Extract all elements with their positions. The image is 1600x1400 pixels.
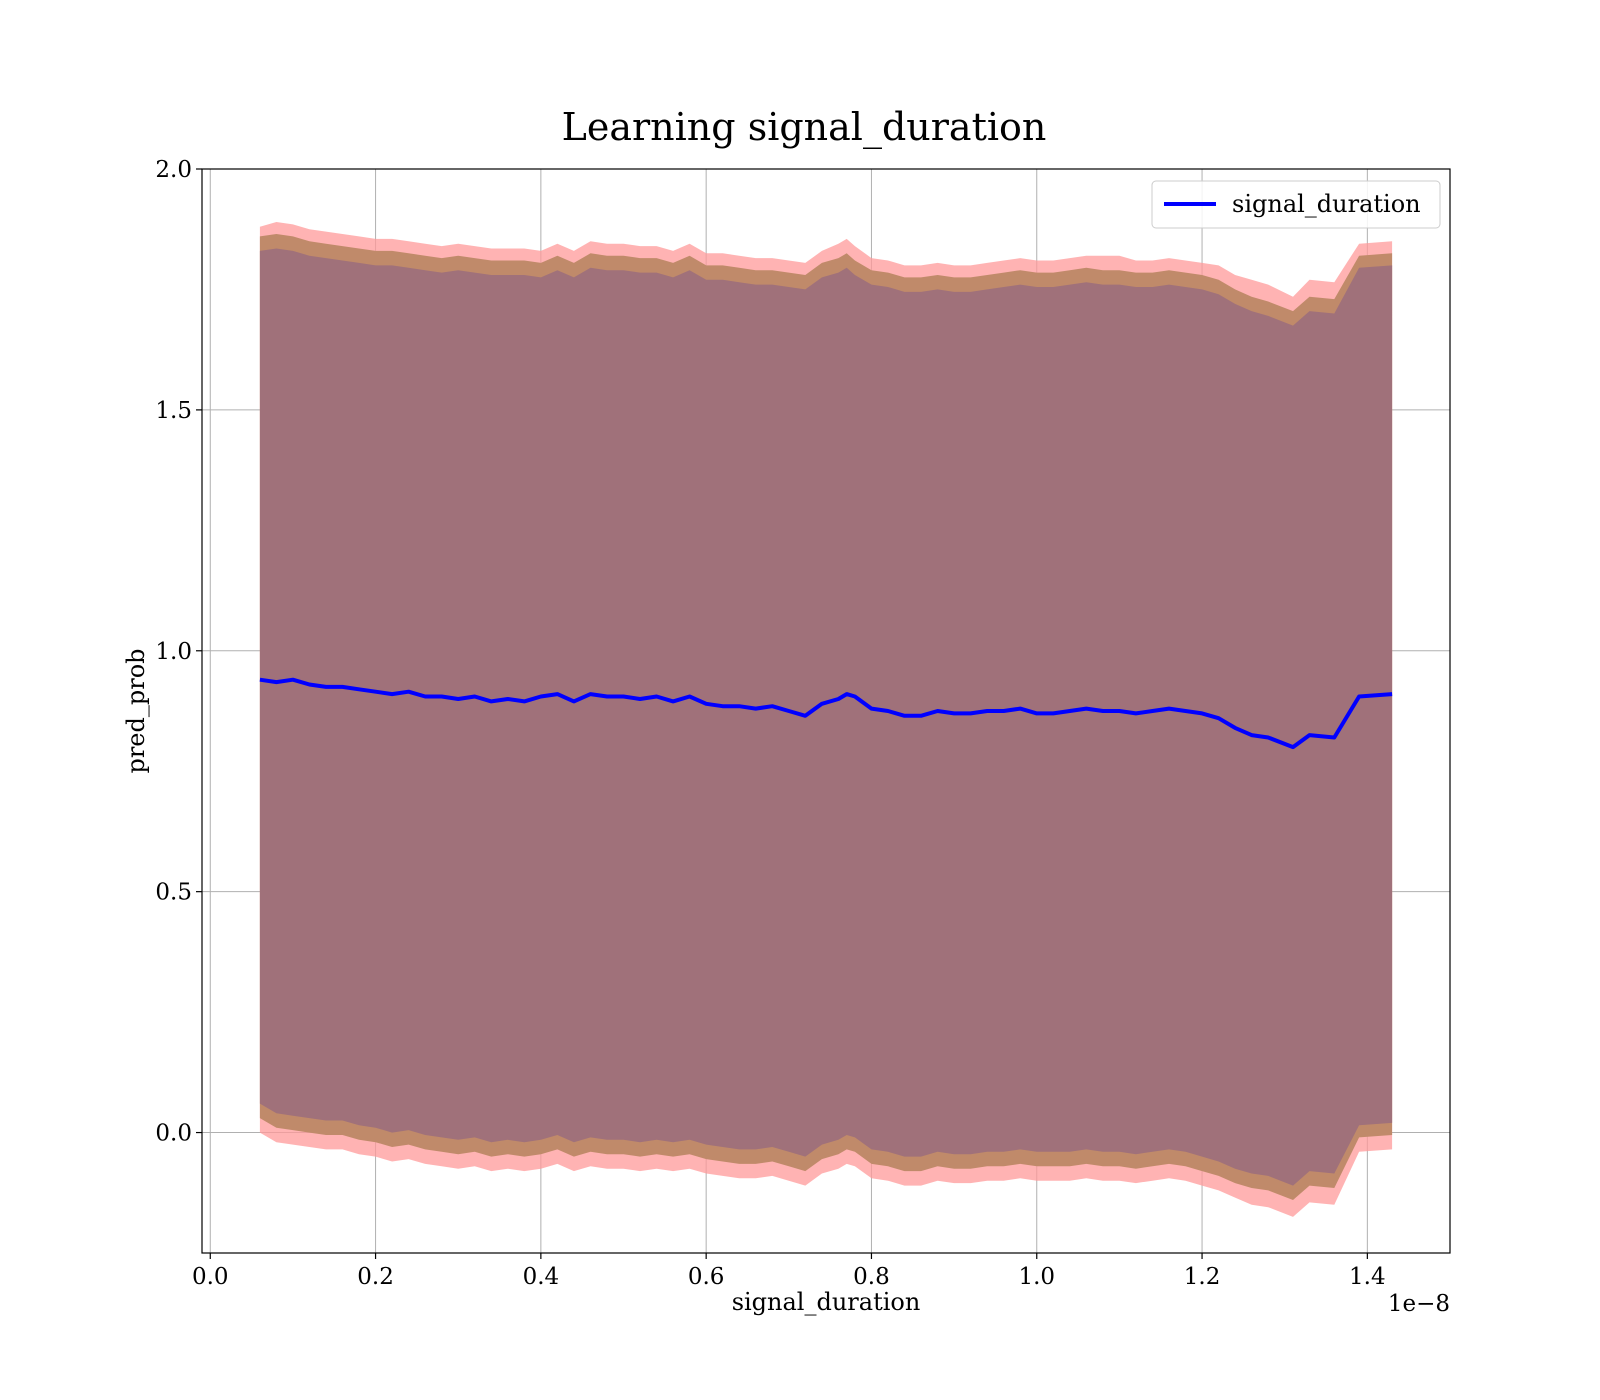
x-tick-label-4: 0.8	[853, 1264, 890, 1290]
plot-area: 0.0 0.2 0.4 0.6 0.8 1.0 1.2 1.4 0.0 0.5 1.0 1.5 2.0…	[155, 157, 1451, 1290]
y-axis-ticks: 0.0 0.5 1.0 1.5 2.0	[155, 157, 202, 1147]
x-tick-label-6: 1.2	[1184, 1264, 1221, 1290]
y-axis-label: pred_prob	[122, 648, 150, 773]
chart-title: Learning signal_duration	[562, 105, 1047, 150]
series-line-signal-duration	[259, 677, 1393, 750]
y-tick-label-2: 1.0	[155, 639, 192, 665]
legend-label: signal_duration	[1232, 190, 1421, 218]
x-tick-label-7: 1.4	[1349, 1264, 1386, 1290]
x-tick-label-3: 0.6	[688, 1264, 725, 1290]
x-tick-label-1: 0.2	[357, 1264, 394, 1290]
x-tick-label-0: 0.0	[192, 1264, 229, 1290]
y-tick-label-3: 1.5	[155, 398, 192, 424]
x-tick-label-5: 1.0	[1018, 1264, 1055, 1290]
x-offset-label: 1e−8	[1388, 1291, 1450, 1317]
legend-box	[1151, 180, 1441, 229]
y-tick-label-0: 0.0	[155, 1121, 192, 1147]
y-tick-label-1: 0.5	[155, 880, 192, 906]
x-tick-label-2: 0.4	[523, 1264, 560, 1290]
y-tick-label-4: 2.0	[155, 157, 192, 183]
legend: signal_duration	[1151, 180, 1441, 229]
band-inner	[259, 248, 1393, 1186]
plot-frame	[201, 168, 1451, 1254]
x-axis-label: signal_duration	[732, 1288, 921, 1316]
x-axis-ticks: 0.0 0.2 0.4 0.6 0.8 1.0 1.2 1.4	[192, 1253, 1386, 1290]
